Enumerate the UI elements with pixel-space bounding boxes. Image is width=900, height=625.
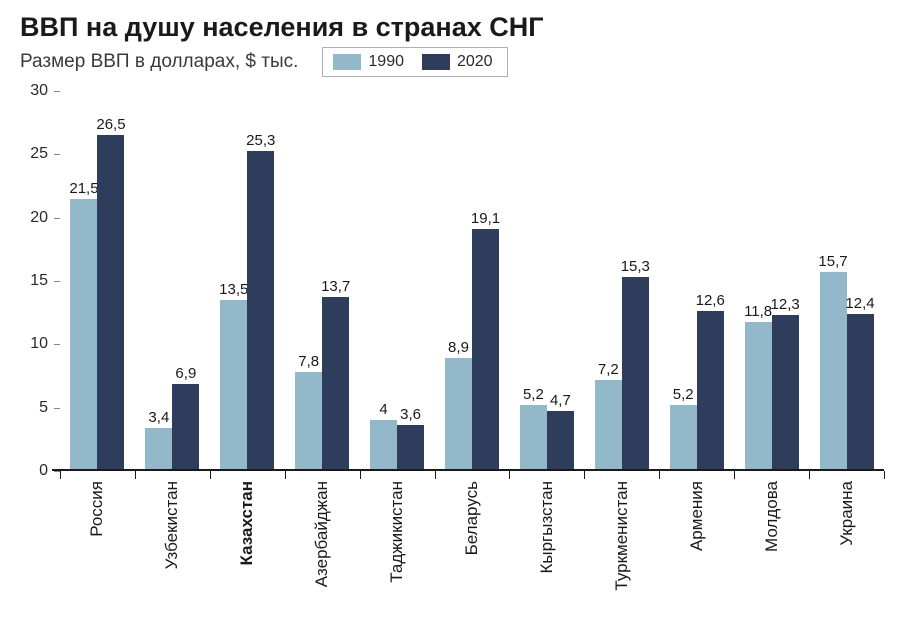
y-tick-label: 25 (30, 145, 48, 163)
bar-value-label: 5,2 (673, 386, 694, 405)
bar-value-label: 26,5 (96, 116, 125, 135)
legend-item-2020: 2020 (422, 53, 493, 71)
bar-value-label: 7,8 (298, 353, 319, 372)
bar-value-label: 6,9 (175, 365, 196, 384)
bar-value-label: 21,5 (69, 180, 98, 199)
y-tick-label: 20 (30, 209, 48, 227)
x-axis-label: Азербайджан (285, 471, 360, 621)
x-axis-label: Украина (809, 471, 884, 621)
y-tick-label: 5 (39, 399, 48, 417)
bar-value-label: 8,9 (448, 339, 469, 358)
bar-value-label: 15,3 (621, 258, 650, 277)
x-axis-label: Узбекистан (135, 471, 210, 621)
bar-value-label: 12,6 (696, 292, 725, 311)
legend-item-1990: 1990 (333, 53, 404, 71)
y-axis: 051015202530 (24, 91, 54, 471)
bar-group: 5,24,7 (509, 91, 584, 471)
legend-swatch-1990 (333, 54, 361, 70)
bar-value-label: 12,4 (845, 295, 874, 314)
bar-value-label: 19,1 (471, 210, 500, 229)
bar: 12,3 (772, 315, 799, 471)
x-axis-label: Россия (60, 471, 135, 621)
x-axis-label: Казахстан (210, 471, 285, 621)
bar: 15,3 (622, 277, 649, 471)
plot: 051015202530 21,526,53,46,913,525,37,813… (24, 91, 884, 471)
legend-swatch-2020 (422, 54, 450, 70)
bar: 4 (370, 420, 397, 471)
bar-group: 7,215,3 (584, 91, 659, 471)
bar: 15,7 (820, 272, 847, 471)
x-axis-label: Туркменистан (584, 471, 659, 621)
chart-container: ВВП на душу населения в странах СНГ Разм… (0, 0, 900, 625)
y-tick-label: 0 (39, 462, 48, 480)
x-labels: РоссияУзбекистанКазахстанАзербайджанТадж… (60, 471, 884, 621)
y-tick-label: 10 (30, 335, 48, 353)
subtitle-row: Размер ВВП в долларах, $ тыс. 1990 2020 (20, 47, 880, 77)
bar-group: 11,812,3 (734, 91, 809, 471)
y-tick-label: 30 (30, 82, 48, 100)
bar: 8,9 (445, 358, 472, 471)
bar: 5,2 (670, 405, 697, 471)
bar-value-label: 13,5 (219, 281, 248, 300)
legend-label-2020: 2020 (457, 53, 493, 71)
bar-value-label: 12,3 (771, 296, 800, 315)
bar-group: 15,712,4 (809, 91, 884, 471)
bar-group: 3,46,9 (135, 91, 210, 471)
x-tick-mark (884, 471, 885, 479)
bar-group: 21,526,5 (60, 91, 135, 471)
bar-group: 13,525,3 (210, 91, 285, 471)
bar: 26,5 (97, 135, 124, 471)
bar-value-label: 3,6 (400, 406, 421, 425)
bar: 7,8 (295, 372, 322, 471)
bar: 21,5 (70, 199, 97, 471)
plot-area: 21,526,53,46,913,525,37,813,743,68,919,1… (60, 91, 884, 471)
bar: 7,2 (595, 380, 622, 471)
bar-value-label: 25,3 (246, 132, 275, 151)
bar: 6,9 (172, 384, 199, 471)
bar-group: 5,212,6 (659, 91, 734, 471)
legend: 1990 2020 (322, 47, 507, 77)
bar-value-label: 7,2 (598, 361, 619, 380)
bar-value-label: 13,7 (321, 278, 350, 297)
bar: 5,2 (520, 405, 547, 471)
bar-value-label: 4,7 (550, 392, 571, 411)
bar-value-label: 15,7 (818, 253, 847, 272)
bar: 12,6 (697, 311, 724, 471)
bar: 11,8 (745, 322, 772, 471)
bar-group: 43,6 (360, 91, 435, 471)
bar: 13,7 (322, 297, 349, 471)
x-axis-label: Армения (659, 471, 734, 621)
bar-group: 8,919,1 (435, 91, 510, 471)
bar: 13,5 (220, 300, 247, 471)
bar-value-label: 4 (379, 401, 387, 420)
bar: 3,4 (145, 428, 172, 471)
bars-row: 21,526,53,46,913,525,37,813,743,68,919,1… (60, 91, 884, 471)
bar-value-label: 3,4 (148, 409, 169, 428)
y-tick-label: 15 (30, 272, 48, 290)
bar-value-label: 5,2 (523, 386, 544, 405)
x-axis-label: Таджикистан (360, 471, 435, 621)
chart-subtitle: Размер ВВП в долларах, $ тыс. (20, 51, 298, 73)
x-axis-label: Молдова (734, 471, 809, 621)
bar: 19,1 (472, 229, 499, 471)
bar: 4,7 (547, 411, 574, 471)
legend-label-1990: 1990 (368, 53, 404, 71)
bar-value-label: 11,8 (744, 303, 772, 322)
bar: 25,3 (247, 151, 274, 471)
x-axis-label: Кыргызстан (509, 471, 584, 621)
chart-title: ВВП на душу населения в странах СНГ (20, 12, 880, 43)
bar: 3,6 (397, 425, 424, 471)
x-axis-label: Беларусь (435, 471, 510, 621)
bar-group: 7,813,7 (285, 91, 360, 471)
bar: 12,4 (847, 314, 874, 471)
